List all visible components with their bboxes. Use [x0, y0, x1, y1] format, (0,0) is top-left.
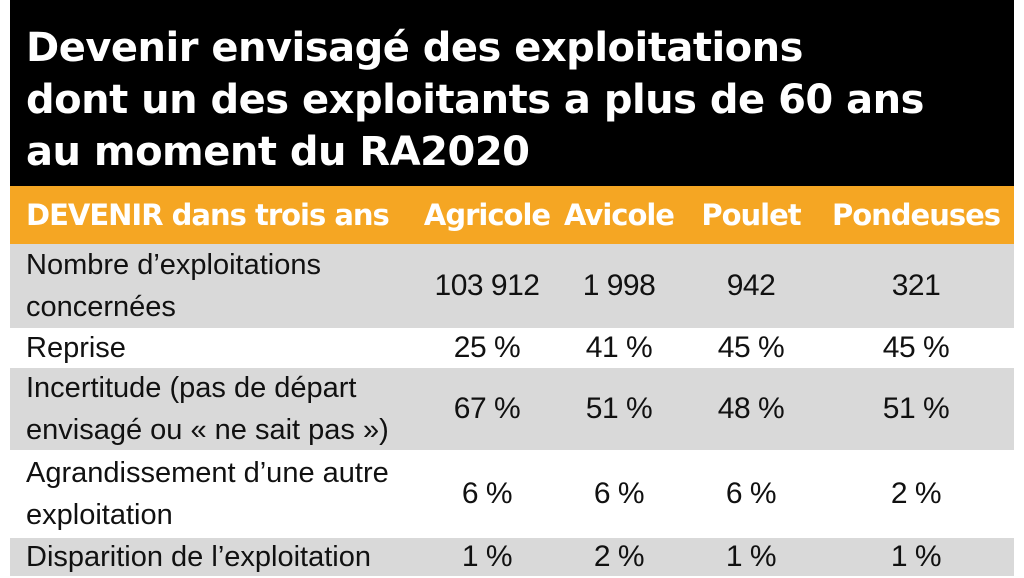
cell-agricole: 6 %	[461, 477, 513, 510]
infographic-frame: Devenir envisagé des exploitations dont …	[10, 0, 1014, 576]
row-label-line: envisagé ou « ne sait pas »)	[26, 414, 389, 446]
cell-poulet: 6 %	[725, 477, 777, 510]
row-label: Agrandissement d’une autre exploitation	[26, 450, 426, 538]
cell-avicole: 51 %	[585, 392, 653, 425]
row-label: Nombre d’exploitations concernées	[26, 244, 426, 328]
table-row-incertitude: Incertitude (pas de départ envisagé ou «…	[10, 368, 1014, 450]
header-label: DEVENIR dans trois ans	[26, 198, 390, 232]
row-label-line: Reprise	[26, 332, 126, 364]
table-row-disparition: Disparition de l’exploitation 1 % 2 % 1 …	[10, 538, 1014, 576]
cell-avicole: 41 %	[585, 331, 653, 364]
row-label: Disparition de l’exploitation	[26, 538, 426, 576]
cell-pondeuses: 321	[891, 269, 941, 302]
row-label-line: Agrandissement d’une autre	[26, 457, 389, 489]
title-line-2: dont un des exploitants a plus de 60 ans	[26, 77, 924, 123]
cell-pondeuses: 1 %	[890, 540, 942, 573]
row-label-line: Disparition de l’exploitation	[26, 541, 371, 573]
cell-avicole: 1 998	[582, 269, 656, 302]
cell-agricole: 25 %	[453, 331, 521, 364]
cell-pondeuses: 2 %	[890, 477, 942, 510]
header-pondeuses: Pondeuses	[831, 198, 1001, 232]
cell-poulet: 48 %	[717, 392, 785, 425]
row-label: Reprise	[26, 328, 426, 368]
row-label-line: Incertitude (pas de départ	[26, 372, 357, 404]
header-avicole: Avicole	[564, 198, 675, 232]
cell-poulet: 45 %	[717, 331, 785, 364]
table-row-agrandissement: Agrandissement d’une autre exploitation …	[10, 450, 1014, 538]
title-block: Devenir envisagé des exploitations dont …	[10, 0, 1014, 186]
cell-avicole: 2 %	[593, 540, 645, 573]
table-row-reprise: Reprise 25 % 41 % 45 % 45 %	[10, 328, 1014, 368]
table-row-nombre: Nombre d’exploitations concernées 103 91…	[10, 244, 1014, 328]
row-label-line: Nombre d’exploitations	[26, 249, 321, 281]
cell-agricole: 1 %	[461, 540, 513, 573]
title-line-3: au moment du RA2020	[26, 129, 530, 175]
title-line-1: Devenir envisagé des exploitations	[26, 25, 803, 71]
table-header-row: DEVENIR dans trois ans Agricole Avicole …	[10, 186, 1014, 244]
cell-agricole: 67 %	[453, 392, 521, 425]
cell-poulet: 942	[726, 269, 776, 302]
cell-pondeuses: 45 %	[882, 331, 950, 364]
row-label-line: concernées	[26, 291, 176, 323]
cell-pondeuses: 51 %	[882, 392, 950, 425]
row-label: Incertitude (pas de départ envisagé ou «…	[26, 368, 426, 450]
cell-agricole: 103 912	[434, 269, 540, 302]
cell-avicole: 6 %	[593, 477, 645, 510]
row-label-line: exploitation	[26, 499, 173, 531]
header-agricole: Agricole	[423, 198, 551, 232]
header-poulet: Poulet	[701, 198, 801, 232]
cell-poulet: 1 %	[725, 540, 777, 573]
